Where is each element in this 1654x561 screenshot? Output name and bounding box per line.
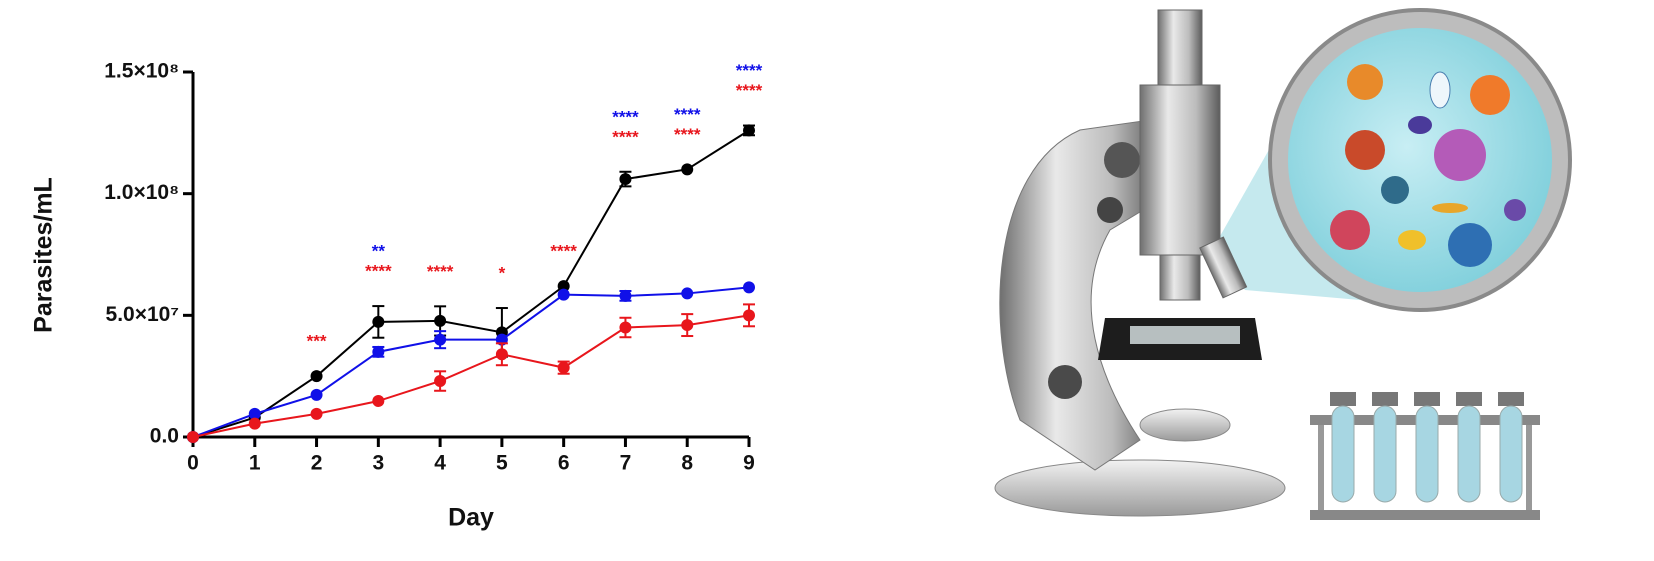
data-point [372, 316, 384, 328]
eyepiece [1158, 10, 1202, 85]
data-point [372, 346, 384, 358]
x-tick-label: 2 [311, 452, 323, 475]
knob [1097, 197, 1123, 223]
light-source [1140, 409, 1230, 441]
x-tick-label: 0 [187, 452, 199, 475]
rack [1318, 425, 1324, 510]
microbe [1408, 116, 1432, 134]
significance-label: **** [365, 262, 392, 281]
data-point [743, 281, 755, 293]
microbe [1347, 64, 1383, 100]
microbe [1504, 199, 1526, 221]
x-tick-label: 5 [496, 452, 508, 475]
microscope-arm [1000, 120, 1160, 470]
x-tick-label: 6 [558, 452, 570, 475]
data-point [619, 173, 631, 185]
objective [1160, 255, 1200, 300]
data-point [434, 375, 446, 387]
microbe [1430, 72, 1450, 108]
y-tick-label: 1.0×10⁸ [104, 181, 179, 204]
microbe [1345, 130, 1385, 170]
data-point [681, 287, 693, 299]
illustration [995, 10, 1570, 520]
knob [1048, 365, 1082, 399]
significance-label: **** [550, 242, 577, 261]
microbe [1432, 203, 1468, 213]
data-point [249, 418, 261, 430]
significance-label: **** [612, 107, 639, 126]
data-point [311, 408, 323, 420]
x-tick-label: 9 [743, 452, 755, 475]
significance-label: **** [736, 61, 763, 80]
y-axis-title: Parasites/mL [30, 177, 58, 333]
data-point [558, 289, 570, 301]
data-point [311, 389, 323, 401]
data-point [619, 322, 631, 334]
microbe [1434, 129, 1486, 181]
data-point [434, 315, 446, 327]
microbe [1330, 210, 1370, 250]
x-tick-label: 8 [681, 452, 693, 475]
significance-label: **** [674, 105, 701, 124]
test-tubes [1330, 392, 1524, 502]
x-axis-title: Day [448, 504, 494, 532]
series-line [193, 287, 749, 437]
data-point [558, 362, 570, 374]
significance-label: **** [427, 262, 454, 281]
series-line [193, 130, 749, 437]
data-point [372, 395, 384, 407]
significance-label: ** [372, 242, 386, 261]
data-point [496, 348, 508, 360]
tube [1140, 85, 1220, 255]
microscope-base [995, 460, 1285, 516]
data-point [619, 290, 631, 302]
significance-label: **** [736, 81, 763, 100]
significance-label: **** [612, 127, 639, 146]
y-tick-label: 1.5×10⁸ [104, 60, 179, 83]
y-tick-label: 0.0 [150, 425, 179, 448]
y-tick-label: 5.0×10⁷ [106, 303, 179, 326]
rack [1526, 425, 1532, 510]
rack [1310, 510, 1540, 520]
microbe [1448, 223, 1492, 267]
data-point [681, 319, 693, 331]
figure: Parasites/mL Day 0.0 5.0×10⁷ 1.0×10⁸ 1.5×10… [0, 0, 1654, 561]
slide [1130, 326, 1240, 344]
data-point [743, 124, 755, 136]
microbe [1470, 75, 1510, 115]
knob [1104, 142, 1140, 178]
microbe [1381, 176, 1409, 204]
x-tick-label: 3 [372, 452, 384, 475]
series-line [193, 315, 749, 437]
significance-label: *** [307, 332, 327, 351]
significance-label: **** [674, 125, 701, 144]
microbe [1398, 230, 1426, 250]
x-tick-label: 1 [249, 452, 261, 475]
x-tick-label: 4 [434, 452, 446, 475]
significance-label: * [499, 264, 506, 283]
data-point [187, 431, 199, 443]
lens-view [1288, 28, 1552, 292]
data-point [743, 309, 755, 321]
data-point [434, 334, 446, 346]
data-point [311, 370, 323, 382]
x-tick-label: 7 [620, 452, 632, 475]
data-point [681, 163, 693, 175]
